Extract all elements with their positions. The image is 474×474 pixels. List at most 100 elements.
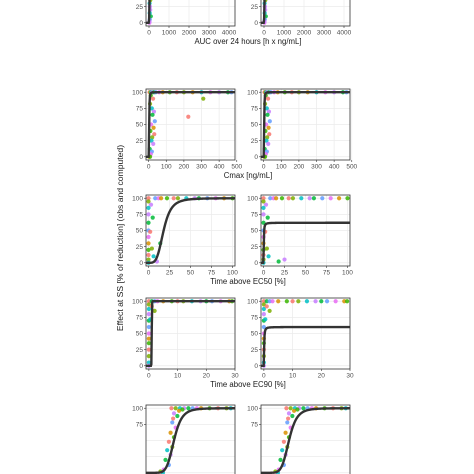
data-point <box>149 246 154 251</box>
data-point <box>150 135 155 140</box>
data-point <box>151 141 156 146</box>
x-tick-label: 400 <box>329 164 340 171</box>
data-point <box>264 106 269 111</box>
x-tick-label: 2000 <box>297 30 312 37</box>
x-tick-label: 3000 <box>202 30 217 37</box>
x-tick-label: 1000 <box>277 30 292 37</box>
data-point <box>151 254 156 259</box>
data-point <box>164 196 170 201</box>
y-tick-label: 50 <box>136 228 144 235</box>
data-point <box>301 406 306 411</box>
data-point <box>146 336 151 341</box>
y-tick-label: 100 <box>247 405 258 412</box>
x-tick-label: 300 <box>311 164 322 171</box>
data-point <box>175 196 181 201</box>
model-curve <box>261 91 350 158</box>
data-point <box>286 411 292 416</box>
x-axis-label: AUC over 24 hours [h x ng/mL] <box>194 37 301 46</box>
data-point <box>263 202 269 207</box>
model-curve <box>146 407 235 474</box>
x-tick-label: 500 <box>346 164 357 171</box>
data-point <box>265 112 270 117</box>
y-tick-label: 25 <box>251 138 259 145</box>
data-point <box>267 299 272 304</box>
x-tick-label: 30 <box>346 373 354 380</box>
data-point <box>176 408 182 413</box>
data-point <box>186 406 191 411</box>
data-point <box>151 109 157 114</box>
data-point <box>295 407 300 412</box>
data-point <box>290 413 295 419</box>
x-tick-label: 75 <box>323 270 331 277</box>
data-point <box>175 413 180 419</box>
data-point <box>146 312 151 317</box>
data-point <box>261 312 266 317</box>
x-tick-label: 100 <box>227 270 238 277</box>
data-point <box>171 196 176 201</box>
data-point <box>173 406 178 411</box>
data-point <box>264 246 269 251</box>
model-curve <box>261 325 350 367</box>
data-point <box>146 241 151 246</box>
data-point <box>146 196 151 201</box>
data-point <box>336 196 342 201</box>
data-point <box>270 299 275 304</box>
data-point <box>146 212 151 217</box>
x-tick-label: 50 <box>187 270 195 277</box>
y-tick-label: 50 <box>251 122 259 129</box>
y-tick-label: 75 <box>251 106 259 113</box>
x-tick-label: 1000 <box>162 30 177 37</box>
x-tick-label: 100 <box>276 164 287 171</box>
data-point <box>282 257 287 262</box>
data-point <box>146 341 151 346</box>
data-point <box>284 406 289 411</box>
data-point <box>153 196 158 201</box>
x-axis-label: Time above EC50 [%] <box>210 277 286 286</box>
data-point <box>279 196 285 201</box>
data-point <box>319 299 324 304</box>
x-tick-label: 20 <box>203 373 211 380</box>
data-point <box>333 299 338 304</box>
x-tick-label: 10 <box>289 373 297 380</box>
data-point <box>149 138 154 143</box>
x-tick-label: 0 <box>262 30 266 37</box>
data-point <box>152 308 157 314</box>
data-point <box>148 229 153 234</box>
data-point <box>163 457 168 462</box>
y-tick-label: 75 <box>136 422 144 429</box>
data-point <box>307 196 312 201</box>
data-point <box>261 199 266 204</box>
data-point <box>264 299 269 304</box>
y-tick-label: 75 <box>136 212 144 219</box>
data-point <box>274 196 279 201</box>
data-point <box>290 299 295 304</box>
x-tick-label: 2000 <box>182 30 197 37</box>
x-tick-label: 25 <box>166 270 174 277</box>
x-tick-label: 25 <box>281 270 289 277</box>
data-point <box>261 299 266 304</box>
x-tick-label: 0 <box>262 373 266 380</box>
data-point <box>265 135 270 140</box>
data-point <box>284 299 289 304</box>
y-tick-label: 75 <box>251 212 259 219</box>
y-tick-label: 25 <box>251 244 259 251</box>
y-tick-label: 100 <box>247 298 258 305</box>
data-point <box>266 141 271 146</box>
data-point <box>149 106 154 111</box>
data-point <box>261 205 266 211</box>
x-tick-label: 20 <box>318 373 326 380</box>
data-point <box>159 196 164 201</box>
x-tick-label: 30 <box>231 373 239 380</box>
data-point <box>146 220 151 225</box>
y-tick-label: 25 <box>136 4 144 11</box>
panel-border <box>260 0 351 27</box>
x-tick-label: 0 <box>262 270 266 277</box>
x-tick-label: 75 <box>208 270 216 277</box>
data-point <box>283 430 288 435</box>
data-point <box>313 299 318 304</box>
data-point <box>152 132 157 137</box>
data-point <box>146 257 151 262</box>
data-point <box>291 408 297 413</box>
model-curve <box>261 407 350 474</box>
data-point <box>267 119 272 124</box>
